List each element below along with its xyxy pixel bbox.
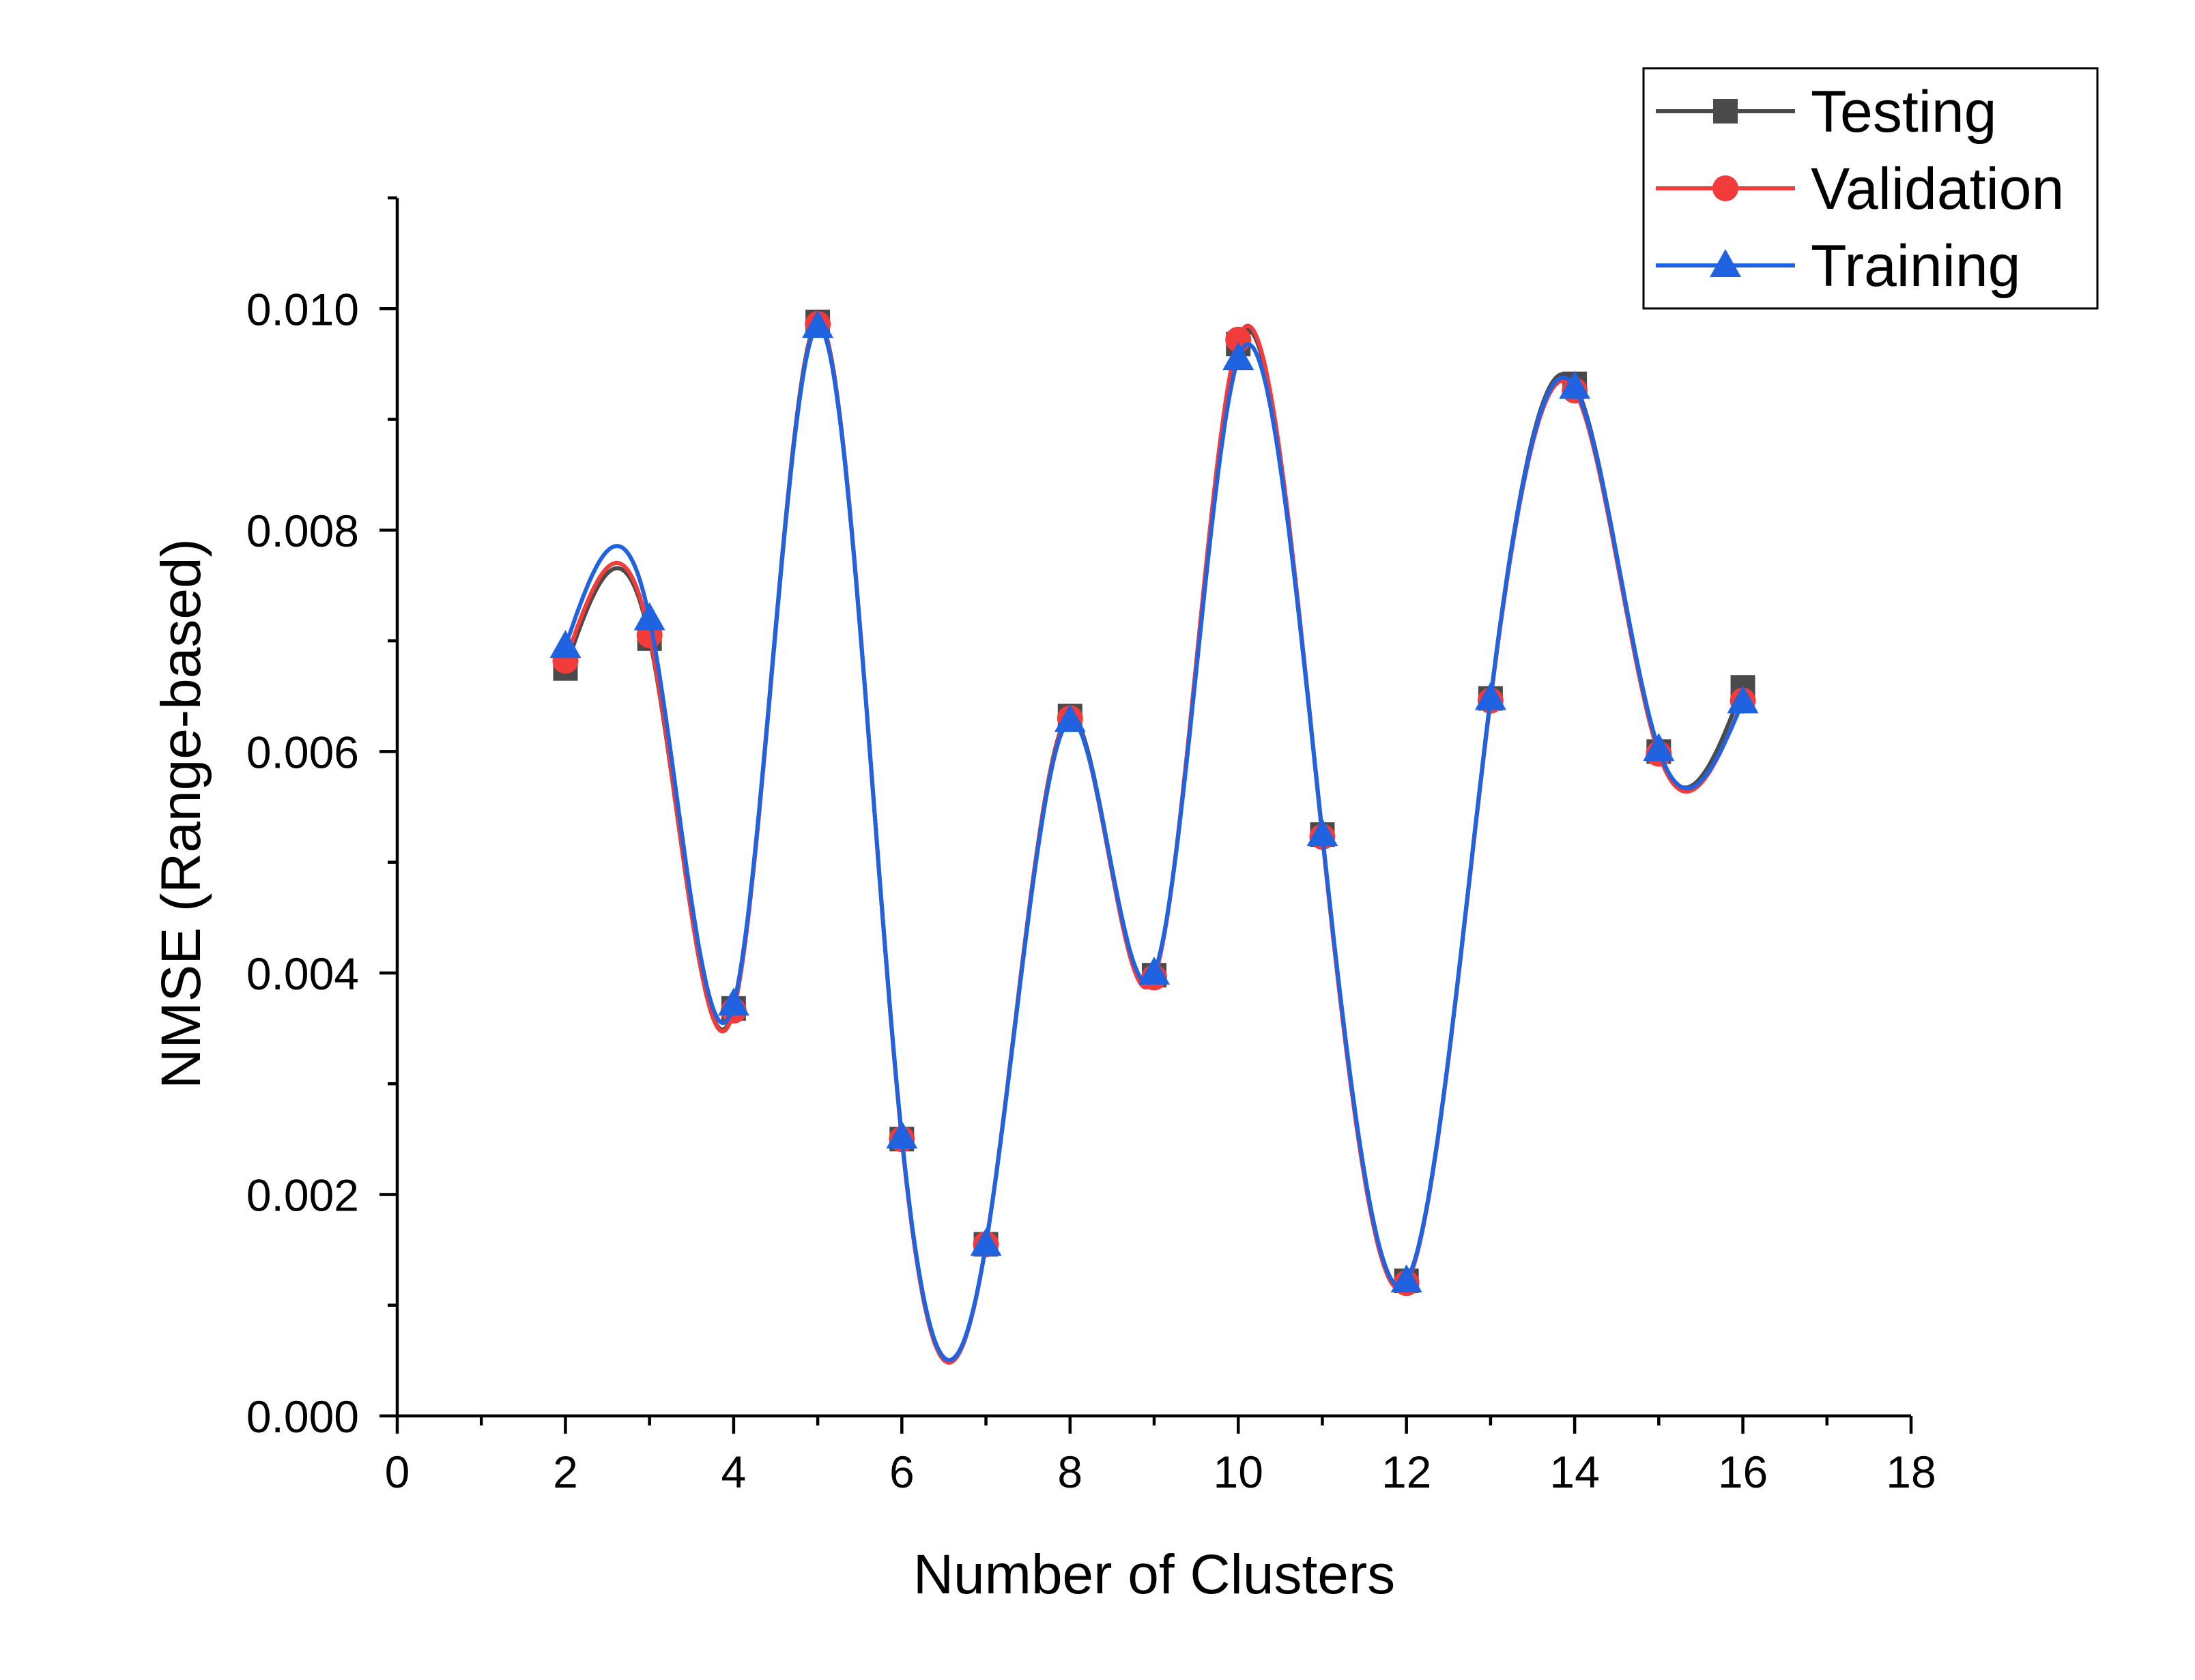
legend-marker-validation [1712,175,1738,201]
data-point-training [1474,682,1506,710]
x-tick-label: 18 [1886,1447,1936,1497]
x-tick-label: 0 [385,1447,410,1497]
data-point-training [802,310,834,338]
data-point-training [549,630,582,658]
x-tick-label: 6 [889,1447,915,1497]
y-tick-label: 0.010 [246,284,359,334]
plot-area [549,309,1759,1365]
series-testing [553,309,1755,1365]
y-tick-label: 0.008 [246,506,359,556]
data-point-training [1559,371,1591,399]
legend-item-training: Training [1656,233,2021,299]
data-point-training [970,1228,1002,1256]
legend-item-validation: Validation [1656,156,2064,222]
data-point-training [1643,733,1675,762]
data-point-training [633,602,665,631]
data-point-training [1054,704,1086,732]
legend: Testing Validation Training [1642,67,2099,310]
y-tick-label: 0.006 [246,727,359,777]
x-tick-label: 10 [1214,1447,1263,1497]
x-tick-label: 12 [1381,1447,1431,1497]
data-point-training [1306,818,1338,847]
x-axis: 0 2 4 6 8 10 12 14 16 18 [385,1414,1936,1497]
x-tick-label: 16 [1718,1447,1768,1497]
legend-marker-training [1710,249,1741,277]
data-point-training [1390,1264,1422,1293]
data-point-training [1727,685,1759,714]
legend-label-testing: Testing [1811,79,1997,145]
y-axis-title: NMSE (Range-based) [150,538,212,1089]
legend-label-training: Training [1811,233,2021,299]
legend-marker-testing [1713,99,1738,124]
data-point-training [717,987,749,1016]
series-training [549,310,1759,1363]
data-point-training [1138,956,1170,985]
x-tick-label: 2 [553,1447,578,1497]
series-line-validation [563,322,1745,1365]
legend-label-validation: Validation [1811,156,2064,222]
x-tick-label: 14 [1549,1447,1599,1497]
data-point-training [1222,342,1254,371]
series-line-testing [563,319,1745,1365]
x-axis-title: Number of Clusters [913,1544,1395,1606]
series-line-training [563,324,1745,1363]
legend-item-testing: Testing [1656,79,1997,145]
y-tick-label: 0.000 [246,1391,359,1442]
y-tick-label: 0.004 [246,948,359,999]
y-axis: 0.000 0.002 0.004 0.006 0.008 0.010 [246,196,399,1442]
series-validation [552,310,1756,1365]
data-point-training [886,1120,918,1149]
x-tick-label: 8 [1057,1447,1082,1497]
y-tick-label: 0.002 [246,1170,359,1220]
x-tick-label: 4 [721,1447,747,1497]
